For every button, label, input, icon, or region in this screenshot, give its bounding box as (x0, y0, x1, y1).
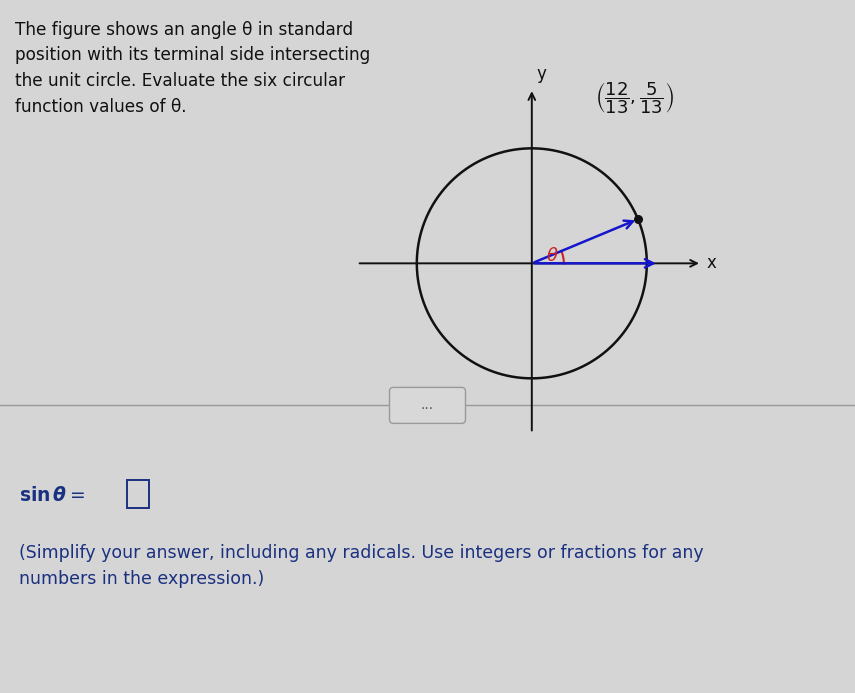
Text: The figure shows an angle θ in standard
position with its terminal side intersec: The figure shows an angle θ in standard … (15, 21, 370, 116)
Text: (Simplify your answer, including any radicals. Use integers or fractions for any: (Simplify your answer, including any rad… (19, 544, 704, 588)
Text: $\theta$: $\theta$ (546, 247, 558, 265)
Text: y: y (537, 65, 546, 83)
Text: $\left(\dfrac{12}{13},\dfrac{5}{13}\right)$: $\left(\dfrac{12}{13},\dfrac{5}{13}\righ… (595, 80, 674, 116)
Text: $\mathbf{sin}\,\boldsymbol{\theta} = $: $\mathbf{sin}\,\boldsymbol{\theta} = $ (19, 486, 86, 505)
FancyBboxPatch shape (390, 387, 465, 423)
Text: x: x (707, 254, 716, 272)
Text: ...: ... (421, 398, 434, 412)
